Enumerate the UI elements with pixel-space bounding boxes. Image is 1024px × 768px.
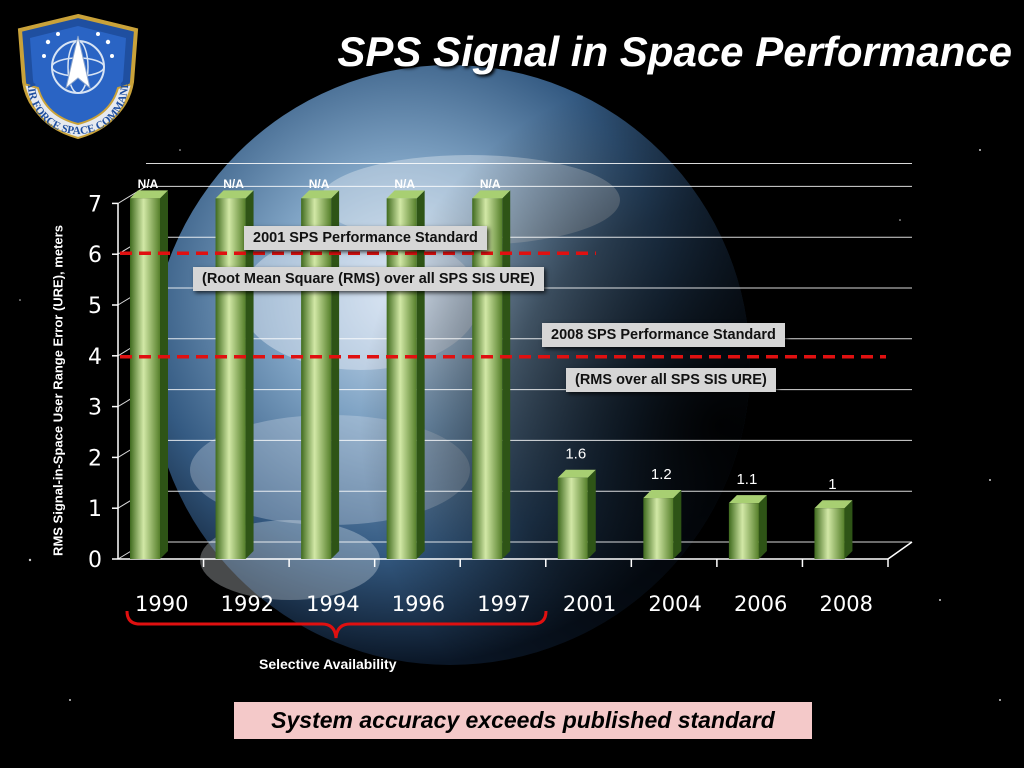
x-axis-depth-line <box>887 541 913 560</box>
x-tick-label: 2006 <box>734 592 787 616</box>
x-tick-label: 1997 <box>477 592 530 616</box>
y-tick-label: 7 <box>88 192 102 217</box>
bar-top <box>728 495 767 504</box>
bar <box>386 198 417 559</box>
data-label: 1.2 <box>651 466 672 483</box>
bar <box>643 498 674 559</box>
bar-side <box>160 190 168 559</box>
x-tick-label: 1994 <box>306 592 359 616</box>
bar-side <box>758 495 767 559</box>
data-label: 1.1 <box>736 471 757 488</box>
bar-top <box>643 490 682 499</box>
x-tick-label: 2008 <box>819 592 872 616</box>
y-tick-label: 5 <box>88 294 102 319</box>
y-tick-label: 4 <box>88 345 102 370</box>
bar-top <box>215 190 254 199</box>
data-label: N/A <box>138 177 159 191</box>
air-force-space-command-emblem-icon: AIR FORCE SPACE COMMAND <box>17 13 139 140</box>
bar-top <box>301 190 340 199</box>
standard-2001-label: 2001 SPS Performance Standard <box>244 226 487 250</box>
y-tick-label: 3 <box>88 396 102 421</box>
data-label: 1 <box>828 476 836 493</box>
selective-availability-bracket <box>125 610 548 639</box>
y-tick-label: 2 <box>88 446 102 471</box>
data-label: N/A <box>480 177 501 191</box>
data-label: N/A <box>394 177 415 191</box>
stars <box>19 149 1001 701</box>
bar-side <box>673 490 682 559</box>
gridline-depth <box>117 185 147 204</box>
bar <box>301 198 332 559</box>
x-tick-label: 1990 <box>135 592 188 616</box>
x-tick-label: 1992 <box>221 592 274 616</box>
selective-availability-label: Selective Availability <box>259 656 397 672</box>
bar <box>557 477 588 559</box>
y-tick-label: 1 <box>88 497 102 522</box>
accuracy-banner: System accuracy exceeds published standa… <box>234 702 812 739</box>
bar-top <box>557 469 596 478</box>
y-axis-title: RMS Signal-in-Space User Range Error (UR… <box>50 225 66 556</box>
standard-2008-note: (RMS over all SPS SIS URE) <box>566 368 776 392</box>
bar <box>728 503 759 559</box>
data-label: N/A <box>309 177 330 191</box>
bar <box>215 198 246 559</box>
bar-top <box>472 190 511 199</box>
standard-2008-label: 2008 SPS Performance Standard <box>542 323 785 347</box>
bar-side <box>844 500 853 559</box>
y-tick-label: 0 <box>88 548 102 573</box>
bar <box>814 508 845 559</box>
y-tick-label: 6 <box>88 243 102 268</box>
bar-top <box>814 500 853 509</box>
bar <box>472 198 503 559</box>
slide-title: SPS Signal in Space Performance <box>337 28 1012 75</box>
bar-top <box>130 190 168 199</box>
x-tick-label: 2004 <box>648 592 701 616</box>
bar-chart: 0 1 2 3 4 5 6 7 1990 N/A 1992 N/A 1994 N/A 1996 N/A 1997… <box>88 163 913 616</box>
x-tick-label: 1996 <box>392 592 445 616</box>
standard-2001-note: (Root Mean Square (RMS) over all SPS SIS… <box>193 267 544 291</box>
x-tick-label: 2001 <box>563 592 616 616</box>
bar-top <box>386 190 425 199</box>
data-label: 1.6 <box>565 446 586 463</box>
data-label: N/A <box>223 177 244 191</box>
bar <box>130 198 160 559</box>
bar-side <box>502 190 511 559</box>
bar-side <box>587 469 596 559</box>
